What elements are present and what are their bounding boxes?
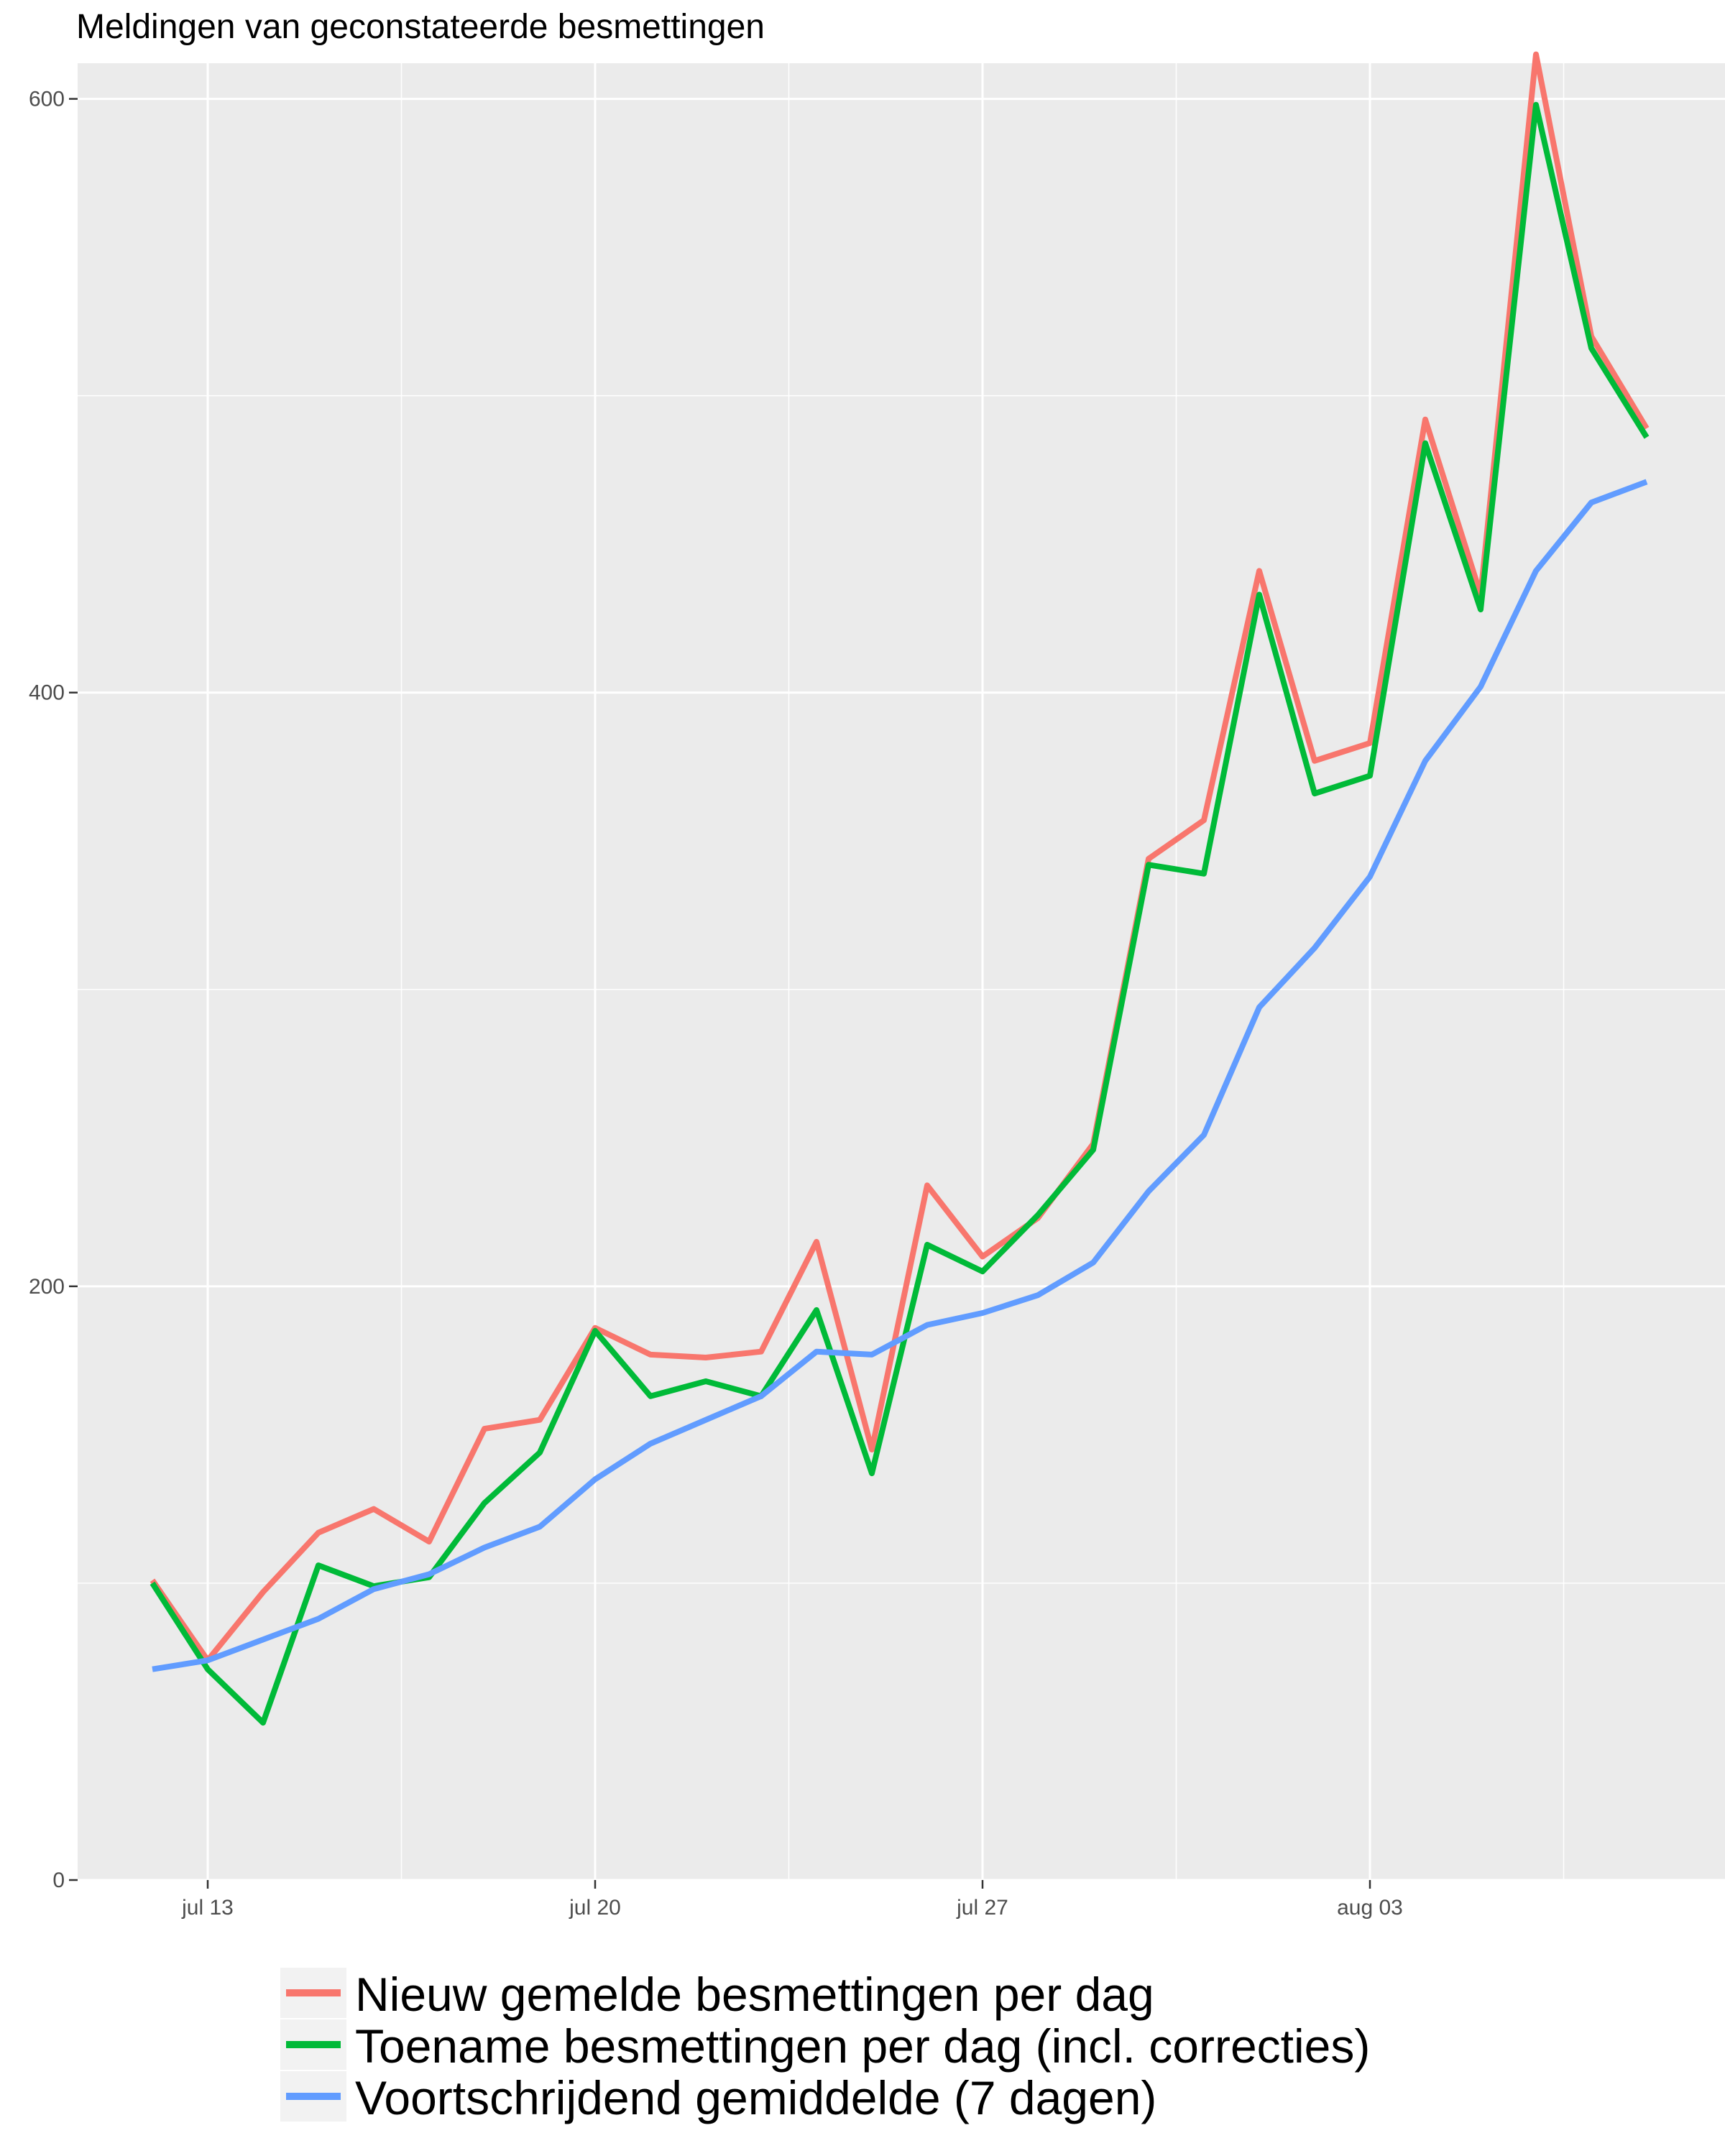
y-tick-label: 200	[29, 1275, 65, 1299]
y-tick-label: 0	[52, 1869, 65, 1892]
series-lines	[150, 51, 1650, 1726]
legend-item-voortschrijdend: Voortschrijdend gemiddelde (7 dagen)	[280, 2071, 1524, 2123]
legend-label-voortschrijdend: Voortschrijdend gemiddelde (7 dagen)	[355, 2071, 1157, 2124]
major-gridlines	[78, 63, 1725, 1881]
legend-key-toename	[280, 2019, 346, 2070]
x-tick-label: jul 13	[181, 1896, 234, 1920]
legend-label-toename: Toename besmettingen per dag (incl. corr…	[355, 2019, 1371, 2073]
x-tick-label: aug 03	[1337, 1896, 1403, 1920]
legend-key-voortschrijdend	[280, 2071, 346, 2122]
legend: Nieuw gemelde besmettingen per dag Toena…	[280, 1968, 1524, 2137]
minor-gridlines	[78, 63, 1725, 1880]
legend-label-nieuw-gemeld: Nieuw gemelde besmettingen per dag	[355, 1968, 1154, 2021]
x-axis: jul 13 jul 20 jul 27 aug 03	[181, 1880, 1403, 1920]
series-line-0	[150, 51, 1650, 1664]
legend-item-toename: Toename besmettingen per dag (incl. corr…	[280, 2019, 1524, 2071]
legend-key-nieuw-gemeld	[280, 1968, 346, 2018]
y-axis: 0 200 400 600	[29, 88, 78, 1892]
x-tick-label: jul 20	[569, 1896, 621, 1920]
plot-panel	[78, 63, 1725, 1880]
series-line-2	[152, 479, 1648, 1672]
y-tick-label: 400	[29, 681, 65, 705]
chart-title: Meldingen van geconstateerde besmettinge…	[76, 8, 765, 46]
legend-item-nieuw-gemeld: Nieuw gemelde besmettingen per dag	[280, 1968, 1524, 2019]
y-tick-label: 600	[29, 88, 65, 111]
x-tick-label: jul 27	[956, 1896, 1008, 1920]
line-chart: 0 200 400 600 jul 13 jul 20 jul 27 aug 03	[29, 51, 1725, 1920]
